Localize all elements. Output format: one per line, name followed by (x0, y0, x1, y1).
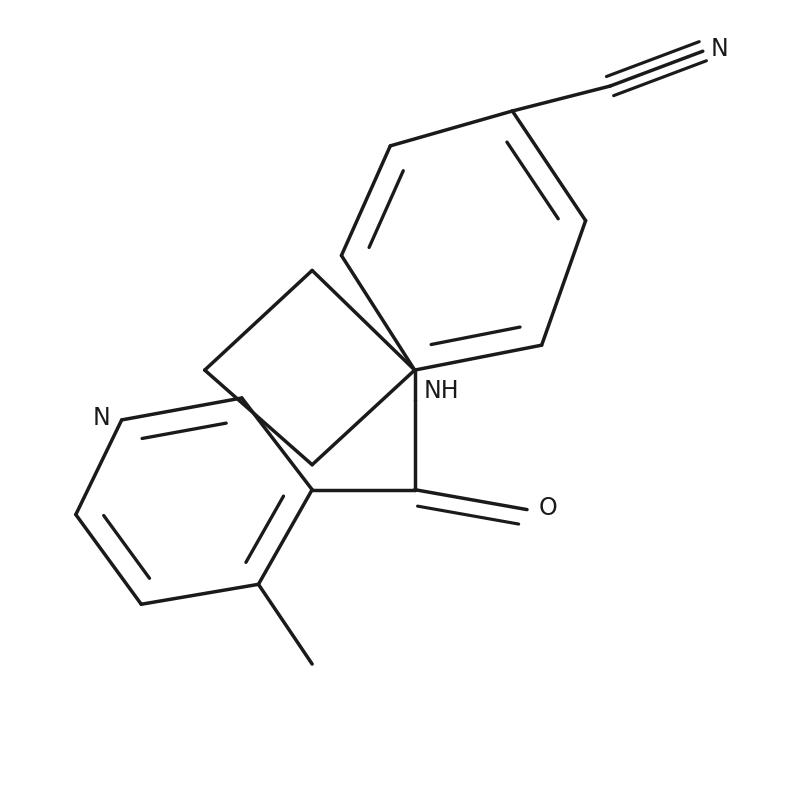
Text: N: N (92, 406, 110, 429)
Text: N: N (710, 37, 728, 61)
Text: O: O (538, 496, 556, 520)
Text: NH: NH (424, 378, 459, 403)
